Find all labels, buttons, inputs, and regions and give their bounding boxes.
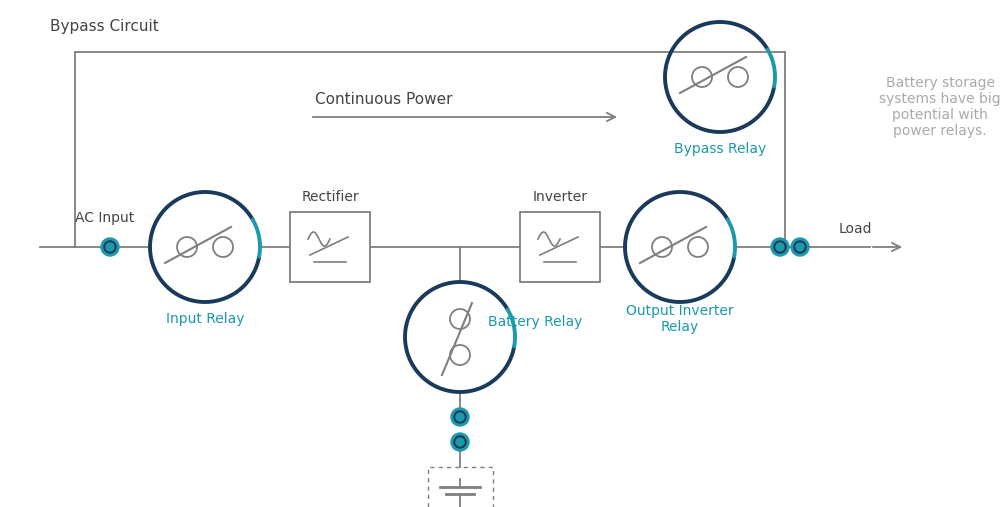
FancyBboxPatch shape [520,212,600,282]
Circle shape [451,408,469,426]
Circle shape [451,433,469,451]
Circle shape [454,411,466,423]
Text: Battery Relay: Battery Relay [488,315,582,329]
Circle shape [101,238,119,256]
Circle shape [776,243,784,251]
Circle shape [771,238,789,256]
Text: Bypass Relay: Bypass Relay [674,142,766,156]
Text: Rectifier: Rectifier [301,190,359,204]
FancyBboxPatch shape [290,212,370,282]
Circle shape [454,436,466,448]
Text: Load: Load [838,222,872,236]
Text: Battery storage
systems have big
potential with
power relays.: Battery storage systems have big potenti… [879,76,1000,138]
Circle shape [456,438,464,446]
Circle shape [791,238,809,256]
Text: Inverter: Inverter [532,190,588,204]
Text: Output Inverter
Relay: Output Inverter Relay [626,304,734,334]
Circle shape [774,241,786,253]
Circle shape [794,241,806,253]
Text: Continuous Power: Continuous Power [315,91,452,106]
Circle shape [796,243,804,251]
Circle shape [106,243,114,251]
Circle shape [104,241,116,253]
Text: Bypass Circuit: Bypass Circuit [50,19,159,34]
Circle shape [456,413,464,421]
Text: AC Input: AC Input [75,211,135,225]
Text: Input Relay: Input Relay [166,312,244,326]
